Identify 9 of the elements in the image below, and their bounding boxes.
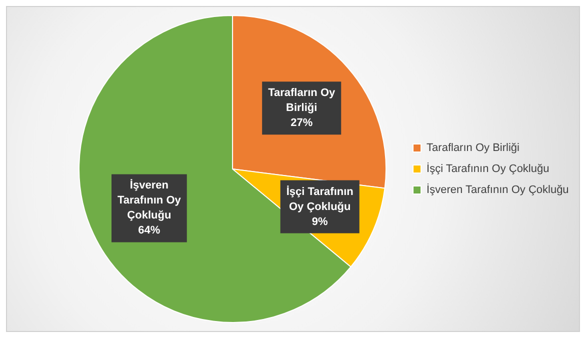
data-label: 64% [138,224,160,237]
data-label: 27% [290,117,313,130]
slice-label: Tarafların Oy Birliği [268,87,336,114]
legend-label: İşçi Tarafının Oy Çokluğu [426,162,550,176]
data-label: 9% [312,216,328,228]
slice-label: İşçi Tarafının Oy Çokluğu [286,184,354,213]
legend-label: Tarafların Oy Birliği [426,142,520,154]
legend-label: İşveren Tarafının Oy Çokluğu [426,183,569,196]
slice-label: İşveren Tarafının Oy Çokluğu [118,178,182,222]
